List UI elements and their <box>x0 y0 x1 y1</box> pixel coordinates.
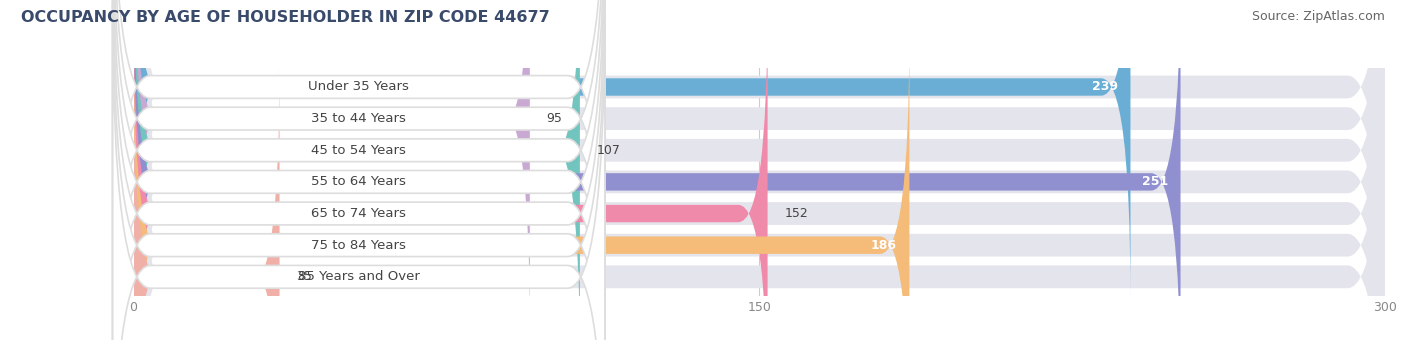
Text: 95: 95 <box>547 112 562 125</box>
FancyBboxPatch shape <box>134 0 1385 340</box>
FancyBboxPatch shape <box>112 0 605 340</box>
FancyBboxPatch shape <box>112 3 605 340</box>
FancyBboxPatch shape <box>134 0 530 332</box>
Text: OCCUPANCY BY AGE OF HOUSEHOLDER IN ZIP CODE 44677: OCCUPANCY BY AGE OF HOUSEHOLDER IN ZIP C… <box>21 10 550 25</box>
Text: 55 to 64 Years: 55 to 64 Years <box>311 175 406 188</box>
FancyBboxPatch shape <box>112 0 605 340</box>
FancyBboxPatch shape <box>112 0 605 340</box>
FancyBboxPatch shape <box>134 0 579 340</box>
FancyBboxPatch shape <box>112 0 605 340</box>
Text: 152: 152 <box>785 207 808 220</box>
Text: Source: ZipAtlas.com: Source: ZipAtlas.com <box>1251 10 1385 23</box>
Text: 107: 107 <box>596 144 620 157</box>
Text: 186: 186 <box>870 239 897 252</box>
FancyBboxPatch shape <box>134 64 280 340</box>
FancyBboxPatch shape <box>134 0 1130 300</box>
Text: 35: 35 <box>297 270 312 283</box>
FancyBboxPatch shape <box>134 0 1385 340</box>
Text: 85 Years and Over: 85 Years and Over <box>298 270 420 283</box>
FancyBboxPatch shape <box>134 1 768 340</box>
FancyBboxPatch shape <box>134 3 1385 340</box>
FancyBboxPatch shape <box>112 0 605 340</box>
FancyBboxPatch shape <box>134 0 1181 340</box>
Text: 45 to 54 Years: 45 to 54 Years <box>311 144 406 157</box>
FancyBboxPatch shape <box>134 32 910 340</box>
Text: Under 35 Years: Under 35 Years <box>308 81 409 94</box>
FancyBboxPatch shape <box>134 0 1385 340</box>
FancyBboxPatch shape <box>112 0 605 340</box>
FancyBboxPatch shape <box>134 0 1385 340</box>
Text: 239: 239 <box>1092 81 1118 94</box>
Text: 65 to 74 Years: 65 to 74 Years <box>311 207 406 220</box>
Text: 251: 251 <box>1142 175 1168 188</box>
FancyBboxPatch shape <box>134 0 1385 340</box>
Text: 35 to 44 Years: 35 to 44 Years <box>311 112 406 125</box>
Text: 75 to 84 Years: 75 to 84 Years <box>311 239 406 252</box>
FancyBboxPatch shape <box>134 0 1385 340</box>
